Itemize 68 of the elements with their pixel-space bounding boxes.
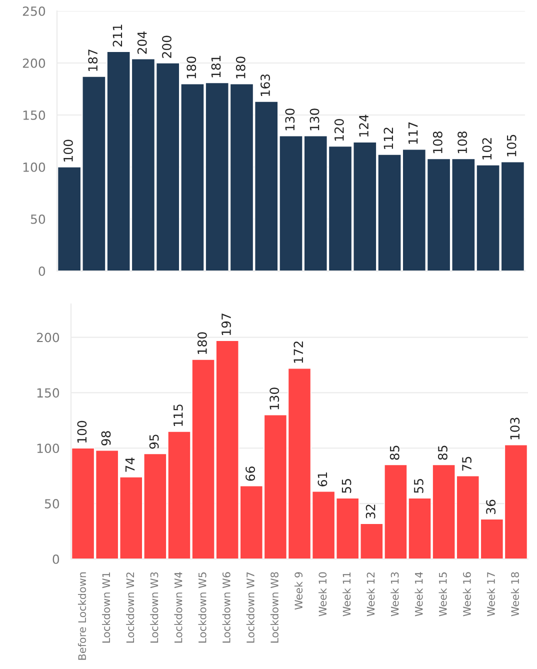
x-tick-label: Before Lockdown — [78, 572, 86, 660]
data-label: 66 — [246, 466, 256, 481]
data-label: 55 — [414, 479, 424, 493]
data-label: 180 — [197, 332, 207, 354]
data-label: 105 — [506, 134, 516, 156]
y-tick-label: 200 — [36, 332, 60, 342]
x-tick-label: Lockdown W5 — [198, 572, 206, 643]
data-label: 204 — [137, 32, 147, 54]
data-label: 172 — [294, 342, 303, 363]
data-label: 180 — [236, 56, 246, 78]
data-label: 55 — [342, 479, 352, 493]
data-label: 103 — [510, 418, 520, 440]
data-label: 36 — [486, 500, 496, 514]
data-label: 112 — [384, 128, 393, 149]
x-tick-label: Lockdown W4 — [174, 572, 182, 643]
data-label: 85 — [390, 446, 400, 460]
x-tick-label: Lockdown W6 — [222, 572, 230, 643]
data-label: 61 — [318, 472, 328, 486]
data-label: 130 — [270, 388, 280, 410]
y-tick-label: 0 — [52, 554, 60, 564]
x-tick-label: Week 10 — [318, 572, 327, 616]
data-label: 163 — [260, 74, 270, 96]
data-label: 130 — [285, 108, 295, 130]
y-tick-label: 0 — [38, 266, 46, 276]
data-label: 74 — [125, 458, 135, 472]
data-label: 85 — [438, 446, 448, 460]
x-tick-label: Week 13 — [390, 572, 399, 616]
x-tick-label: Lockdown W1 — [102, 572, 110, 643]
x-tick-label: Lockdown W2 — [126, 572, 134, 643]
y-tick-label: 150 — [23, 110, 46, 120]
x-tick-label: Lockdown W7 — [246, 572, 254, 643]
data-label: 32 — [366, 504, 376, 518]
data-label: 108 — [458, 132, 468, 154]
data-label: 117 — [408, 122, 418, 144]
data-label: 98 — [101, 431, 111, 446]
y-tick-label: 50 — [30, 214, 46, 224]
y-tick-label: 100 — [37, 444, 60, 454]
x-tick-label: Lockdown W3 — [150, 572, 158, 643]
data-label: 180 — [186, 56, 196, 78]
x-tick-label: Week 11 — [342, 572, 351, 616]
data-label: 100 — [77, 420, 87, 443]
x-tick-label: Week 9 — [294, 572, 303, 610]
data-label: 100 — [63, 140, 73, 162]
data-label: 95 — [149, 434, 159, 449]
data-label: 187 — [88, 50, 98, 71]
y-tick-label: 150 — [37, 388, 60, 398]
y-tick-label: 250 — [22, 6, 46, 16]
y-tick-label: 200 — [22, 58, 46, 68]
x-tick-label: Week 12 — [366, 572, 375, 616]
data-label: 211 — [112, 24, 122, 46]
data-label: 102 — [482, 138, 492, 160]
data-label: 181 — [211, 56, 221, 78]
x-tick-label: Week 17 — [486, 572, 495, 616]
data-label: 200 — [162, 36, 172, 58]
data-label: 115 — [174, 404, 183, 426]
data-label: 108 — [432, 132, 442, 154]
data-label: 75 — [462, 456, 472, 471]
data-label: 120 — [334, 119, 344, 141]
x-tick-label: Week 14 — [414, 572, 423, 616]
x-tick-label: Lockdown W8 — [270, 572, 278, 643]
data-label: 130 — [310, 108, 320, 130]
y-tick-label: 100 — [23, 162, 46, 172]
y-tick-label: 50 — [44, 499, 60, 508]
x-tick-label: Week 15 — [438, 572, 447, 616]
x-tick-label: Week 16 — [462, 572, 471, 616]
data-label: 124 — [359, 114, 368, 136]
x-tick-label: Week 18 — [510, 572, 519, 616]
data-label: 197 — [222, 314, 231, 336]
